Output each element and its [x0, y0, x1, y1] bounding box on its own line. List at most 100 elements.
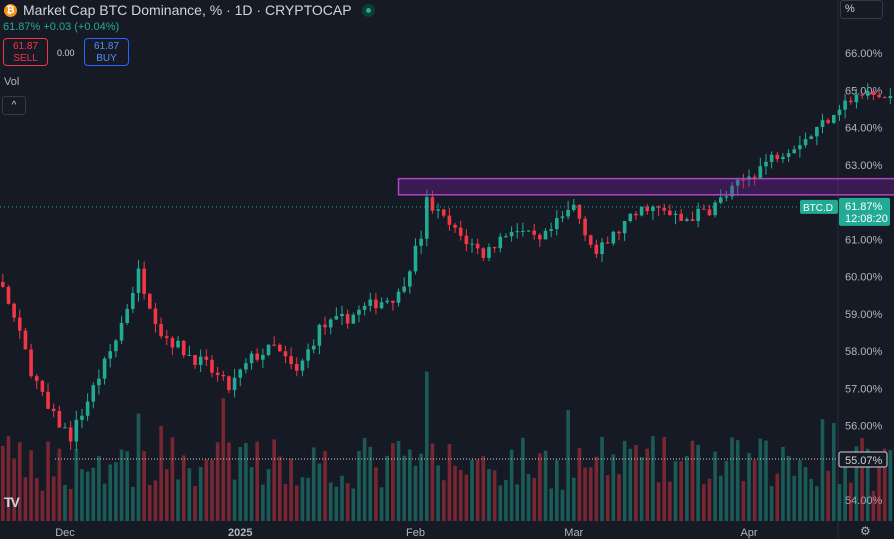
settings-gear-icon[interactable]: ⚙ — [860, 524, 871, 538]
candle-body — [323, 324, 327, 328]
symbol-title[interactable]: Market Cap BTC Dominance, % · 1D · CRYPT… — [23, 2, 352, 18]
volume-bar — [447, 444, 452, 521]
candle-body — [125, 308, 129, 323]
candle-body — [340, 313, 344, 317]
candle-body — [764, 161, 768, 167]
candle-body — [131, 292, 135, 309]
volume-bar — [391, 443, 395, 521]
volume-bar — [611, 454, 616, 521]
candle-body — [147, 293, 152, 309]
volume-bar — [504, 479, 508, 521]
candle-body — [498, 236, 503, 249]
volume-legend[interactable]: Vol — [4, 76, 20, 88]
candle-body — [481, 248, 486, 258]
volume-bar — [153, 480, 158, 521]
volume-bar — [289, 458, 293, 521]
volume-bar — [820, 419, 825, 521]
candle-body — [532, 230, 536, 235]
candle-body — [198, 356, 203, 365]
candle-body — [730, 185, 734, 197]
candle-body — [261, 354, 265, 360]
candle-body — [6, 286, 11, 304]
volume-bars — [1, 371, 893, 521]
candle-body — [860, 94, 864, 96]
volume-bar — [724, 460, 729, 521]
candle-body — [408, 271, 412, 287]
y-tick-label: 57.00% — [845, 383, 883, 395]
volume-bar — [877, 463, 881, 521]
volume-bar — [306, 477, 310, 521]
candle-body — [379, 302, 384, 309]
candle-body — [798, 145, 802, 150]
volume-bar — [34, 478, 39, 521]
volume-bar — [57, 448, 62, 521]
volume-bar — [187, 468, 192, 521]
volume-bar — [147, 485, 152, 521]
volume-bar — [17, 442, 22, 521]
volume-bar — [272, 439, 276, 521]
volume-bar — [628, 448, 633, 521]
volume-bar — [374, 467, 378, 521]
candle-body — [334, 316, 339, 320]
volume-bar — [368, 446, 373, 521]
volume-bar — [685, 456, 689, 521]
candle-body — [707, 209, 712, 216]
volume-bar — [549, 488, 553, 521]
collapse-legend-button[interactable]: ^ — [2, 96, 26, 115]
volume-bar — [40, 490, 45, 521]
volume-bar — [114, 462, 118, 521]
candle-body — [645, 206, 650, 212]
candle-body — [441, 209, 446, 216]
buy-button[interactable]: 61.87 BUY — [84, 38, 129, 66]
candle-body — [504, 236, 508, 238]
candle-body — [85, 401, 90, 416]
candle-body — [622, 221, 627, 234]
y-tick-label: 59.00% — [845, 309, 883, 321]
candle-body — [227, 376, 231, 391]
candle-body — [176, 340, 180, 348]
candle-body — [300, 360, 305, 371]
volume-bar — [238, 446, 243, 521]
candle-body — [690, 219, 695, 221]
volume-bar — [707, 478, 712, 521]
volume-bar — [854, 446, 859, 521]
candle-body — [221, 374, 226, 377]
candle-body — [594, 244, 599, 255]
tradingview-logo[interactable]: TV — [4, 494, 20, 510]
volume-bar — [837, 484, 842, 521]
market-status-icon[interactable] — [361, 3, 375, 17]
candle-body — [487, 247, 491, 258]
candle-body — [843, 100, 847, 110]
candle-body — [153, 308, 158, 324]
candle-body — [289, 356, 293, 365]
volume-bar — [673, 461, 678, 521]
volume-bar — [323, 451, 327, 521]
candle-body — [170, 338, 175, 348]
volume-bar — [470, 459, 474, 521]
volume-bar — [605, 475, 610, 521]
volume-bar — [97, 456, 101, 521]
candle-body — [210, 359, 214, 373]
volume-bar — [317, 463, 322, 521]
volume-bar — [198, 466, 203, 521]
candle-body — [786, 153, 791, 157]
candle-body — [46, 391, 50, 409]
candle-body — [515, 231, 520, 233]
volume-bar — [860, 438, 864, 521]
candle-body — [803, 139, 808, 146]
volume-bar — [176, 479, 180, 521]
candle-body — [628, 213, 633, 222]
volume-bar — [441, 480, 446, 521]
percent-scale-button[interactable]: % — [840, 0, 883, 19]
candle-body — [865, 90, 870, 96]
candle-body — [74, 419, 79, 442]
volume-bar — [91, 467, 96, 521]
x-tick-label: Dec — [55, 527, 75, 539]
sell-button[interactable]: 61.87 SELL — [3, 38, 48, 66]
candle-body — [63, 427, 67, 429]
candle-body — [311, 345, 316, 350]
volume-bar — [718, 475, 723, 521]
candle-body — [278, 344, 282, 352]
volume-bar — [786, 456, 791, 521]
